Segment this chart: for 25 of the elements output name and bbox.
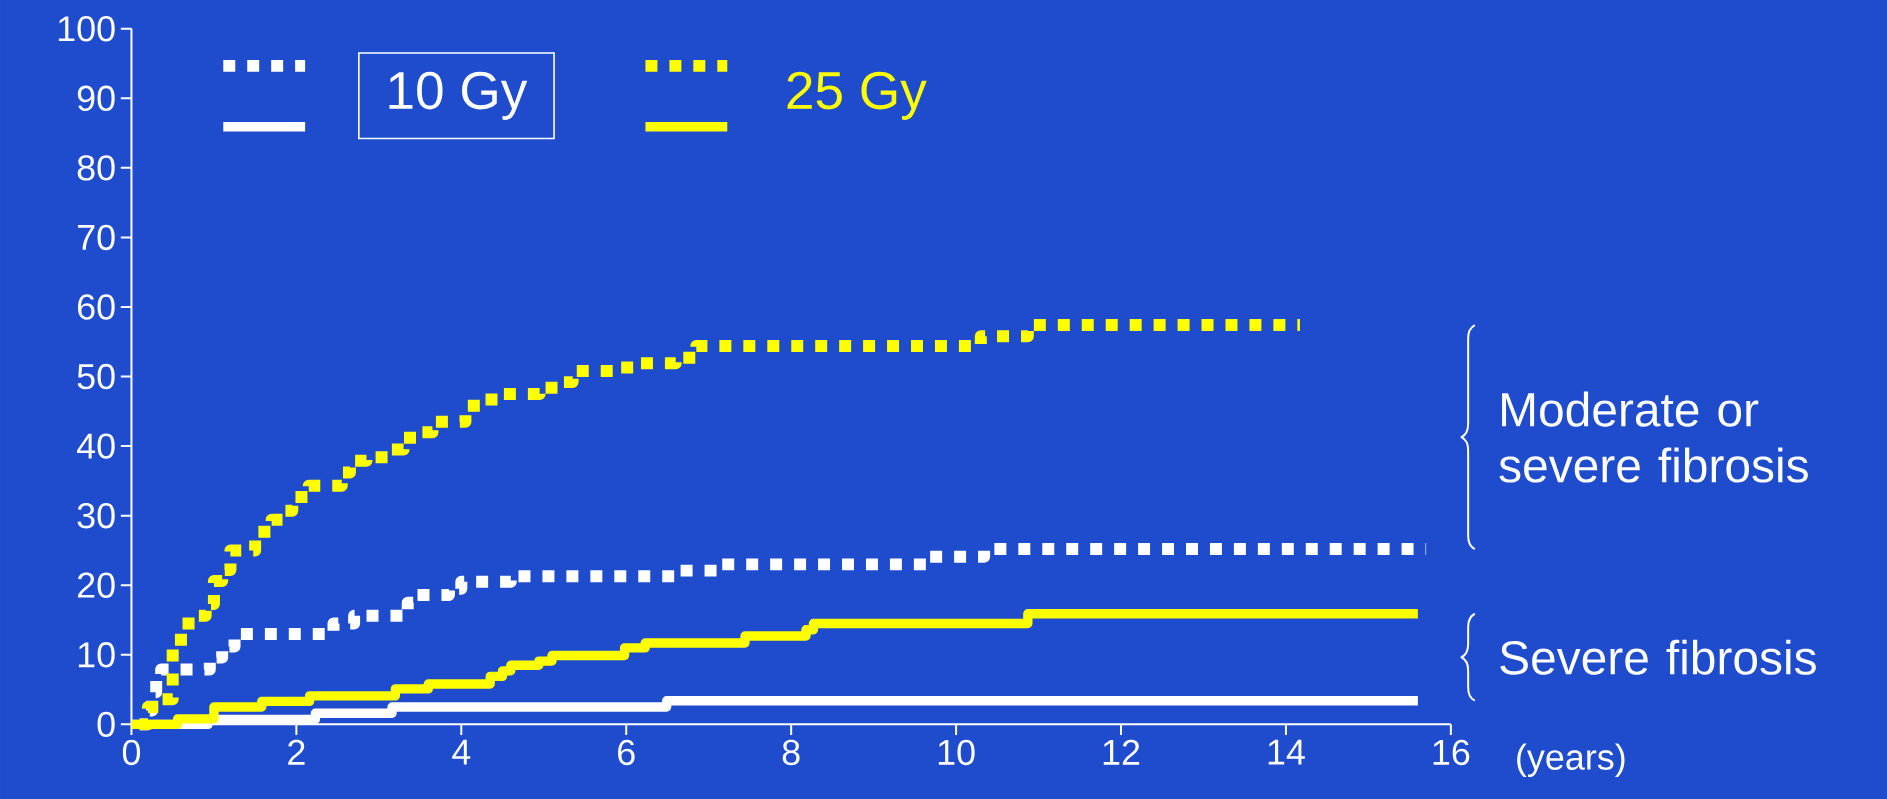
y-tick-label: 100 (58, 15, 115, 42)
x-tick-label: 16 (1433, 739, 1470, 765)
x-tick-label: 4 (452, 739, 471, 765)
x-tick-label: 6 (618, 739, 635, 765)
y-tick-label: 70 (77, 224, 115, 250)
legend-label: 10 Gy (389, 71, 528, 120)
y-tick-label: 40 (76, 433, 115, 459)
x-tick-label: 10 (938, 739, 975, 765)
y-tick-label: 30 (77, 502, 115, 529)
y-tick-label: 50 (77, 363, 115, 390)
x-tick-label: 2 (288, 739, 305, 765)
x-axis-title: (years) (1517, 743, 1625, 777)
y-tick-label: 60 (77, 294, 115, 320)
y-tick-label: 0 (97, 711, 115, 737)
text: Moderate or severe fibrosis (1499, 391, 1808, 483)
x-tick-label: 14 (1268, 739, 1305, 765)
y-tick-label: 10 (78, 641, 115, 668)
y-tick-label: 20 (77, 572, 115, 598)
y-tick-label: 80 (77, 154, 115, 181)
x-tick-label: 12 (1103, 739, 1140, 765)
x-tick-label: 8 (782, 739, 800, 765)
y-tick-label: 90 (77, 85, 115, 111)
text: Severe fibrosis (1500, 639, 1816, 675)
legend-label: 25 Gy (787, 71, 927, 120)
x-tick-label: 0 (122, 739, 141, 765)
